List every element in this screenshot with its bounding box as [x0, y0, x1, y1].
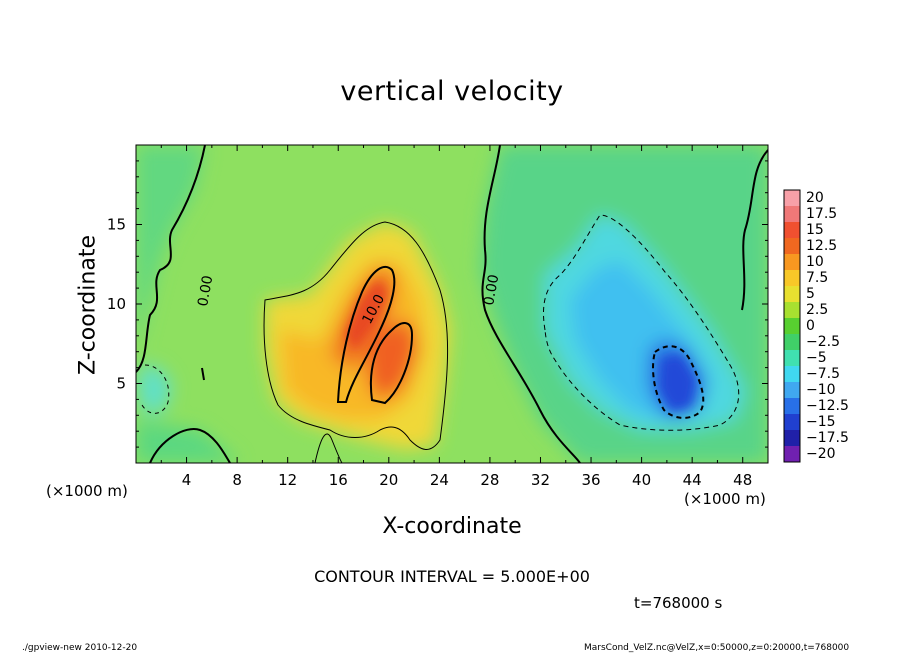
colorbar-swatch — [784, 270, 800, 287]
footer-program-info: ./gpview-new 2010-12-20 — [22, 643, 138, 653]
x-tick-label: 44 — [683, 471, 702, 489]
left-small-downdraft — [138, 365, 172, 415]
updraft-peak — [345, 280, 388, 350]
neg-ten-contour — [652, 345, 705, 419]
x-tick-label: 8 — [232, 471, 242, 489]
colorbar-swatch — [784, 398, 800, 415]
x-axis-label: X-coordinate — [382, 514, 522, 539]
x-tick-label: 24 — [430, 471, 449, 489]
zero-contour-left — [136, 145, 206, 373]
colorbar-swatch — [784, 334, 800, 351]
colorbar-label: −2.5 — [806, 334, 840, 350]
velocity-field — [136, 145, 768, 463]
colorbar-swatch — [784, 382, 800, 399]
contour-lines — [136, 145, 768, 463]
colorbar-swatch — [784, 446, 800, 463]
colorbar-label: 20 — [806, 190, 824, 206]
contour-interval-label: CONTOUR INTERVAL = 5.000E+00 — [314, 567, 590, 586]
colorbar-label: 0 — [806, 318, 815, 334]
bottom-zero-contour-mid — [314, 433, 343, 463]
colorbar-label: 15 — [806, 222, 824, 238]
colorbar-label: 10 — [806, 254, 824, 270]
neg-five-contour — [543, 214, 740, 431]
footer-data-info: MarsCond_VelZ.nc@VelZ,x=0:50000,z=0:2000… — [584, 643, 850, 653]
colorbar-swatch — [784, 238, 800, 255]
colorbar-label: −5 — [806, 350, 827, 366]
tiny-updraft-contour — [201, 367, 205, 381]
y-tick-label: 5 — [116, 375, 126, 393]
neg-five-contour-left — [141, 364, 170, 414]
x-ticks: 4 8 12 16 20 24 28 32 36 40 44 48 — [160, 145, 752, 489]
colorbar-label: −20 — [806, 446, 836, 462]
colorbar-swatch — [784, 414, 800, 431]
x-tick-label: 28 — [480, 471, 499, 489]
colorbar-swatch — [784, 318, 800, 335]
updraft-core-lower — [365, 322, 418, 400]
colorbar-swatch — [784, 254, 800, 271]
ten-contour-lower — [369, 322, 414, 405]
chart-title: vertical velocity — [340, 76, 564, 107]
x-axis-unit: (×1000 m) — [684, 490, 766, 508]
colorbar-label: 5 — [806, 286, 815, 302]
colorbar-label: 12.5 — [806, 238, 837, 254]
x-tick-label: 36 — [581, 471, 600, 489]
y-tick-label: 10 — [107, 295, 126, 313]
zero-contour-right — [481, 145, 581, 463]
x-tick-label: 32 — [531, 471, 550, 489]
x-tick-label: 16 — [329, 471, 348, 489]
colorbar-swatch — [784, 350, 800, 367]
contour-label-zero-left: 0.00 — [195, 274, 216, 307]
colorbar-swatch — [784, 366, 800, 383]
near-zero-region-bottom — [136, 420, 240, 463]
colorbar-label: 2.5 — [806, 302, 828, 318]
time-label: t=768000 s — [634, 594, 723, 612]
colorbar: 2017.51512.5107.552.50−2.5−5−7.5−10−12.5… — [783, 189, 849, 463]
colorbar-label: −15 — [806, 414, 836, 430]
colorbar-label: 17.5 — [806, 206, 837, 222]
colorbar-swatch — [784, 222, 800, 239]
y-tick-label: 15 — [107, 216, 126, 234]
colorbar-swatch — [784, 206, 800, 223]
y-ticks: 5 10 15 — [107, 160, 768, 448]
colorbar-swatch — [784, 302, 800, 319]
x-tick-label: 48 — [733, 471, 752, 489]
colorbar-label: −7.5 — [806, 366, 840, 382]
colorbar-label: 7.5 — [806, 270, 828, 286]
zero-contour-bottom-left — [149, 428, 231, 463]
colorbar-swatch — [784, 286, 800, 303]
colorbar-frame — [783, 189, 801, 463]
ten-contour-upper — [336, 265, 396, 403]
y-axis-unit: (×1000 m) — [46, 482, 128, 500]
downdraft-peak — [660, 355, 695, 410]
colorbar-swatch — [784, 430, 800, 447]
x-tick-label: 40 — [632, 471, 651, 489]
x-tick-label: 20 — [379, 471, 398, 489]
colorbar-label: −12.5 — [806, 398, 849, 414]
colorbar-label: −17.5 — [806, 430, 849, 446]
zero-contour-right-edge — [741, 149, 768, 311]
five-contour-updraft — [263, 221, 449, 450]
x-tick-label: 12 — [278, 471, 297, 489]
contour-label-zero-right: 0.00 — [481, 273, 502, 306]
x-tick-label: 4 — [182, 471, 192, 489]
colorbar-swatch — [784, 190, 800, 207]
colorbar-label: −10 — [806, 382, 836, 398]
